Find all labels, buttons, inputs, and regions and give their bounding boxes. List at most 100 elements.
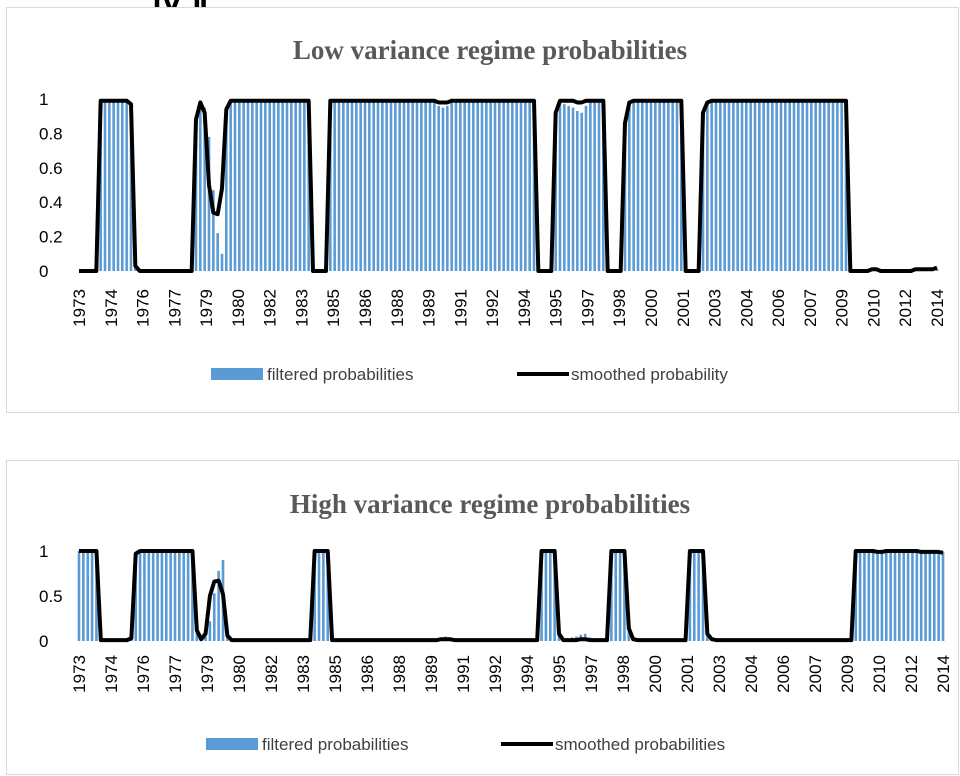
filtered-bar: [906, 551, 910, 641]
x-tick-label: 1973: [70, 655, 89, 693]
filtered-bar: [134, 553, 138, 641]
x-tick-label: 1977: [165, 289, 184, 327]
filtered-bar: [112, 100, 115, 271]
filtered-bar: [246, 100, 250, 271]
x-tick-label: 1979: [198, 655, 217, 693]
filtered-bar: [420, 100, 423, 271]
y-tick-label: 0: [39, 262, 48, 281]
filtered-bar: [143, 551, 146, 641]
low-variance-chart: Low variance regime probabilities 0 0.2 0.4…: [6, 7, 959, 413]
x-tick-label: 2012: [902, 655, 921, 693]
filtered-bar: [186, 551, 190, 641]
filtered-bar: [719, 100, 722, 271]
x-tick-label: 1980: [229, 289, 248, 327]
filtered-bar: [268, 100, 271, 271]
filtered-bar: [867, 551, 871, 641]
filtered-bar: [749, 100, 752, 271]
filtered-bar: [259, 100, 263, 271]
x-tick-label: 1998: [610, 289, 629, 327]
x-tick-label: 2004: [737, 289, 756, 327]
x-tick-label: 1986: [358, 655, 377, 693]
filtered-bar: [498, 100, 501, 271]
filtered-bar: [90, 551, 94, 641]
filtered-bar: [814, 100, 817, 271]
filtered-bar: [277, 100, 280, 271]
y-tick-label: 0: [39, 632, 48, 651]
filtered-bar: [147, 551, 151, 641]
filtered-bar: [182, 551, 186, 641]
filtered-bar: [433, 100, 436, 271]
filtered-bar: [86, 551, 90, 641]
x-tick-label: 1973: [70, 289, 89, 327]
filtered-bar: [407, 100, 410, 271]
x-tick-label: 2007: [801, 289, 820, 327]
filtered-bar: [753, 100, 757, 271]
y-tick-label: 0.8: [39, 124, 63, 143]
filtered-bar: [567, 105, 570, 271]
filtered-bar: [272, 100, 276, 271]
filtered-bar: [238, 100, 241, 271]
filtered-bar: [298, 100, 302, 271]
filtered-bar: [636, 100, 640, 271]
filtered-bar: [294, 100, 297, 271]
filtered-bar: [818, 100, 822, 271]
filtered-bar: [337, 100, 341, 271]
x-tick-label: 2003: [706, 289, 725, 327]
x-tick-label: 1974: [102, 289, 121, 327]
filtered-bar: [632, 102, 635, 271]
x-tick-label: 2010: [864, 289, 883, 327]
filtered-bar: [641, 100, 644, 271]
x-tick-label: 1995: [547, 289, 566, 327]
filtered-bar: [688, 551, 692, 641]
x-tick-label: 1986: [356, 289, 375, 327]
filtered-bar: [229, 102, 232, 271]
filtered-bar: [528, 100, 531, 271]
filtered-bar: [571, 107, 575, 271]
filtered-bar: [368, 100, 371, 271]
x-tick-label: 2000: [642, 289, 661, 327]
filtered-bar: [454, 100, 458, 271]
filtered-bar: [480, 100, 484, 271]
filtered-bar: [740, 100, 744, 271]
filtered-bar: [680, 100, 683, 271]
filtered-bar: [924, 551, 927, 641]
x-tick-label: 1985: [324, 289, 343, 327]
filtered-bar: [675, 100, 679, 271]
filtered-bar: [217, 570, 220, 641]
x-tick-label: 1974: [102, 655, 121, 693]
low-variance-chart-svg: Low variance regime probabilities 0 0.2 0.4…: [39, 35, 947, 384]
high-variance-chart: High variance regime probabilities 0 0.5 1 1…: [6, 460, 959, 775]
filtered-bar: [627, 627, 631, 641]
filtered-bar: [775, 100, 778, 271]
filtered-bar: [645, 100, 648, 271]
filtered-bar: [831, 100, 835, 271]
filtered-bar: [788, 100, 791, 271]
filtered-bar: [880, 551, 884, 641]
filtered-bar: [151, 551, 155, 641]
x-tick-label: 2014: [928, 289, 947, 327]
x-tick-label: 1982: [262, 655, 281, 693]
x-tick-label: 2001: [678, 655, 697, 693]
filtered-bar: [805, 100, 809, 271]
x-tick-label: 2001: [674, 289, 693, 327]
x-tick-label: 2000: [646, 655, 665, 693]
filtered-bar: [493, 100, 497, 271]
filtered-bar: [692, 551, 696, 641]
filtered-bar: [208, 621, 212, 641]
filtered-bar: [381, 100, 384, 271]
filtered-bar: [281, 100, 284, 271]
filtered-bar: [589, 102, 592, 271]
filtered-bar: [827, 100, 830, 271]
filtered-bar: [220, 253, 224, 271]
filtered-bar: [125, 100, 128, 271]
filtered-bar: [584, 105, 588, 271]
filtered-bar: [797, 100, 800, 271]
filtered-bar: [204, 636, 207, 641]
x-tick-label: 2010: [870, 655, 889, 693]
filtered-bar: [623, 124, 627, 271]
filtered-bar: [840, 100, 843, 271]
filtered-bar: [701, 551, 705, 641]
x-tick-label: 1997: [582, 655, 601, 693]
filtered-bar: [178, 551, 181, 641]
filtered-bar: [623, 551, 626, 641]
